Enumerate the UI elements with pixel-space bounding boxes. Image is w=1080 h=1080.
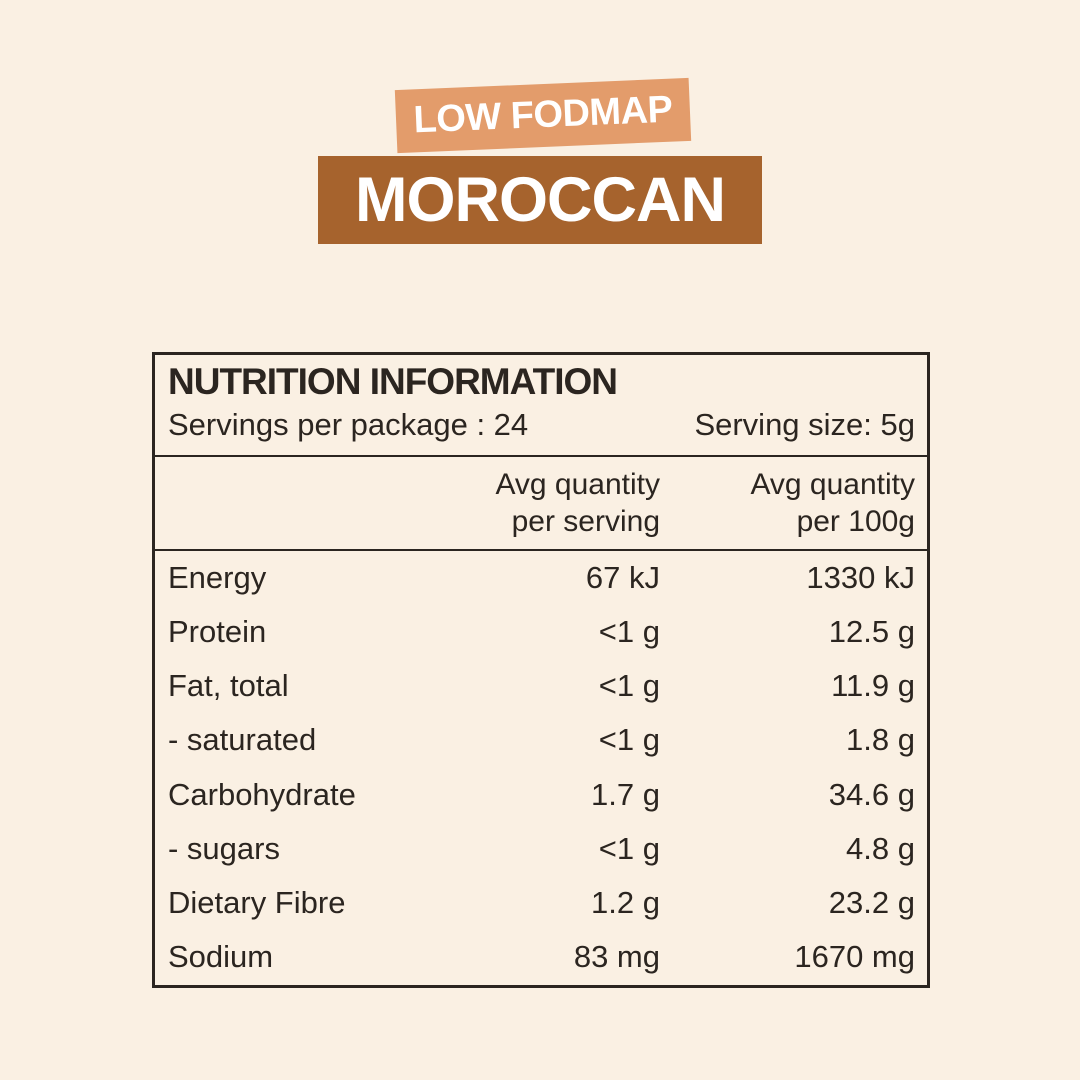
nutrient-name: Sodium — [168, 938, 274, 974]
nutrient-name: Fat, total — [168, 668, 289, 704]
value-per-serving: 1.2 g — [591, 884, 660, 920]
nutrient-row: Sodium 83 mg 1670 mg — [155, 930, 927, 984]
value-per-serving: <1 g — [598, 830, 660, 866]
column-header-per-serving: Avg quantity per serving — [467, 466, 667, 541]
per-100g-header-line2: per 100g — [796, 505, 915, 538]
nutrient-row: Energy 67 kJ 1330 kJ — [155, 551, 927, 605]
value-per-100g: 12.5 g — [828, 614, 915, 650]
nutrient-name: - sugars — [168, 830, 280, 866]
nutrient-row: - saturated <1 g 1.8 g — [155, 713, 927, 767]
per-serving-header-line1: Avg quantity — [495, 467, 660, 501]
value-per-100g: 1.8 g — [846, 722, 915, 758]
nutrient-row: Protein <1 g 12.5 g — [155, 605, 927, 659]
nutrition-panel-header: NUTRITION INFORMATION Servings per packa… — [155, 355, 927, 457]
low-fodmap-badge-label: LOW FODMAP — [412, 88, 674, 142]
serving-size-text: Serving size: 5g — [694, 406, 915, 442]
value-per-serving: 67 kJ — [585, 560, 660, 596]
servings-per-package-text: Servings per package : 24 — [168, 406, 529, 442]
nutrient-row: - sugars <1 g 4.8 g — [155, 822, 927, 876]
flavour-badge-label: MOROCCAN — [355, 165, 726, 235]
value-per-100g: 1330 kJ — [806, 560, 915, 596]
nutrient-name: Dietary Fibre — [168, 884, 346, 920]
value-per-serving: 1.7 g — [591, 776, 660, 812]
nutrient-name: Energy — [168, 560, 267, 596]
value-per-100g: 1670 mg — [794, 938, 915, 974]
nutrient-row: Fat, total <1 g 11.9 g — [155, 659, 927, 713]
per-100g-header-line1: Avg quantity — [750, 467, 915, 501]
value-per-100g: 34.6 g — [828, 776, 915, 812]
nutrient-row: Carbohydrate 1.7 g 34.6 g — [155, 768, 927, 822]
column-header-per-100g: Avg quantity per 100g — [667, 466, 927, 541]
value-per-100g: 11.9 g — [831, 668, 915, 704]
nutrition-rows: Energy 67 kJ 1330 kJ Protein <1 g 12.5 g Fat, … — [155, 551, 927, 984]
nutrition-information-panel: NUTRITION INFORMATION Servings per packa… — [152, 352, 930, 988]
flavour-badge: MOROCCAN — [318, 156, 762, 244]
value-per-100g: 4.8 g — [846, 830, 915, 866]
nutrient-name: - saturated — [168, 722, 317, 758]
value-per-serving: <1 g — [598, 668, 660, 704]
nutrition-panel-title: NUTRITION INFORMATION — [168, 361, 618, 402]
per-serving-header-line2: per serving — [511, 505, 660, 538]
value-per-100g: 23.2 g — [828, 884, 915, 920]
value-per-serving: <1 g — [598, 614, 660, 650]
nutrient-name: Carbohydrate — [168, 776, 356, 812]
value-per-serving: <1 g — [598, 722, 660, 758]
low-fodmap-badge: LOW FODMAP — [394, 77, 692, 154]
nutrient-row: Dietary Fibre 1.2 g 23.2 g — [155, 876, 927, 930]
servings-line: Servings per package : 24 Serving size: … — [168, 407, 915, 443]
nutrient-name: Protein — [168, 614, 267, 650]
value-per-serving: 83 mg — [573, 938, 660, 974]
column-headers-row: Avg quantity per serving Avg quantity pe… — [155, 457, 927, 551]
